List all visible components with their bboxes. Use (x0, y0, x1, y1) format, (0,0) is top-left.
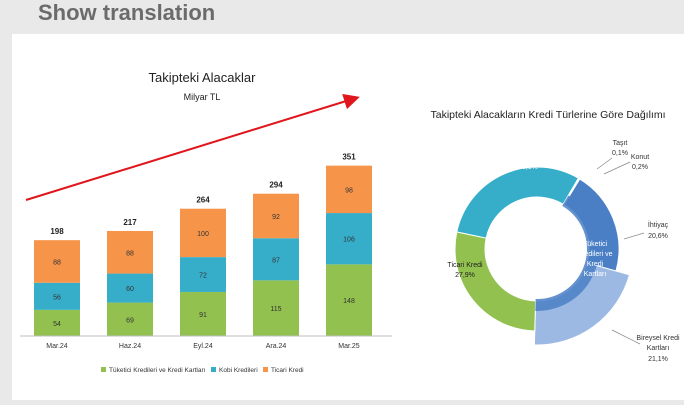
legend-label-ticari: Ticari Kredi (271, 367, 304, 374)
slice-value-bireysel: 21,1% (648, 356, 668, 363)
donut-slice-kobi (456, 166, 580, 239)
bar-kobi-0 (34, 282, 80, 310)
bar-value-ticari-3: 92 (272, 214, 280, 221)
slice-label-bireysel-1: Bireysel Kredi (636, 335, 680, 342)
x-tick-label-3: Ara.24 (266, 343, 287, 350)
bar-ticari-3 (253, 193, 299, 239)
bar-value-kobi-0: 56 (53, 294, 61, 301)
bar-chart-subtitle: Milyar TL (184, 92, 221, 102)
bar-ticari-0 (34, 240, 80, 283)
leader-bireysel (611, 329, 641, 345)
bar-value-kobi-4: 106 (343, 237, 355, 244)
bar-consumer-3 (253, 280, 299, 336)
bar-value-consumer-0: 54 (53, 321, 61, 328)
bar-consumer-1 (107, 302, 153, 336)
slice-value-ticari: 27,9% (455, 272, 475, 279)
slice-label-konut: Konut (631, 154, 649, 161)
bar-value-kobi-2: 72 (199, 273, 207, 280)
inner-label-1: Tüketici (583, 241, 608, 248)
inner-label-2: Kredileri ve (577, 251, 612, 258)
legend-swatch-kobi (211, 367, 216, 372)
bar-chart-title: Takipteki Alacaklar (149, 70, 257, 85)
slice-label-bireysel-2: Kartları (647, 345, 670, 352)
bar-ticari-2 (180, 208, 226, 258)
bar-chart-plot: 54 56 88 198 Mar.24 69 60 88 217 Haz.24 91 72 100 264… (34, 153, 372, 350)
donut-chart-title: Takipteki Alacakların Kredi Türlerine Gö… (431, 109, 666, 121)
slice-label-tasit: Taşıt (613, 140, 628, 147)
legend-swatch-ticari (263, 367, 268, 372)
bar-consumer-0 (34, 309, 80, 336)
bar-total-2: 264 (196, 196, 210, 205)
bar-consumer-4 (326, 264, 372, 336)
bar-value-ticari-4: 98 (345, 187, 353, 194)
x-tick-label-4: Mar.25 (338, 343, 360, 350)
donut-chart-plot (454, 166, 631, 346)
donut-slice-ticari (454, 231, 537, 332)
slice-value-tasit: 0,1% (612, 150, 628, 157)
x-tick-label-0: Mar.24 (46, 343, 68, 350)
bar-value-ticari-1: 88 (126, 250, 134, 257)
bar-kobi-4 (326, 213, 372, 265)
slice-value-konut: 0,2% (632, 164, 648, 171)
bar-ticari-4 (326, 165, 372, 214)
legend-swatch-consumer (101, 367, 106, 372)
bar-value-consumer-2: 91 (199, 312, 207, 319)
leader-tasit (596, 157, 613, 170)
bar-value-ticari-0: 88 (53, 259, 61, 266)
x-tick-label-1: Haz.24 (119, 343, 141, 350)
slice-value-kobi: 30,1% (518, 164, 538, 171)
bar-consumer-2 (180, 291, 226, 336)
bar-total-3: 294 (269, 181, 283, 190)
trend-arrow (25, 93, 360, 201)
charts-svg: Takipteki Alacaklar Milyar TL 54 56 88 198 M… (20, 70, 680, 374)
bar-kobi-1 (107, 273, 153, 303)
slice-label-kobi: Kobi Kredileri (507, 153, 549, 160)
bar-ticari-1 (107, 230, 153, 274)
donut-labels: Kobi Kredileri 30,1% Taşıt 0,1% Konut 0,… (447, 140, 680, 363)
bar-value-consumer-1: 69 (126, 317, 134, 324)
slide-panel: Takipteki Alacaklar Milyar TL 54 56 88 198 M… (12, 34, 684, 400)
bar-kobi-3 (253, 238, 299, 281)
bar-value-kobi-1: 60 (126, 286, 134, 293)
leader-ihtiyac (623, 232, 645, 240)
bar-value-consumer-3: 115 (270, 306, 281, 313)
legend-label-kobi: Kobi Kredileri (219, 367, 258, 374)
bar-total-0: 198 (50, 227, 64, 236)
bar-kobi-2 (180, 257, 226, 292)
bar-total-4: 351 (342, 153, 356, 162)
donut-group-band-tuketici (535, 195, 599, 311)
inner-label-4: Kartları (584, 271, 607, 278)
bar-total-1: 217 (123, 218, 137, 227)
bar-value-kobi-3: 87 (272, 257, 280, 264)
bar-value-consumer-4: 148 (343, 298, 355, 305)
bar-chart-legend: Tüketici Kredileri ve Kredi Kartları Kob… (101, 367, 304, 374)
x-tick-label-2: Eyl.24 (193, 343, 213, 350)
slice-label-ihtiyac: İhtiyaç (648, 220, 669, 229)
show-translation-button[interactable]: Show translation (38, 0, 216, 25)
slice-value-ihtiyac: 20,6% (648, 233, 668, 240)
leader-konut (603, 161, 631, 175)
legend-label-consumer: Tüketici Kredileri ve Kredi Kartları (109, 367, 206, 374)
bar-value-ticari-2: 100 (197, 231, 209, 238)
slice-label-ticari: Ticari Kredi (447, 262, 483, 269)
inner-label-3: Kredi (587, 261, 604, 268)
